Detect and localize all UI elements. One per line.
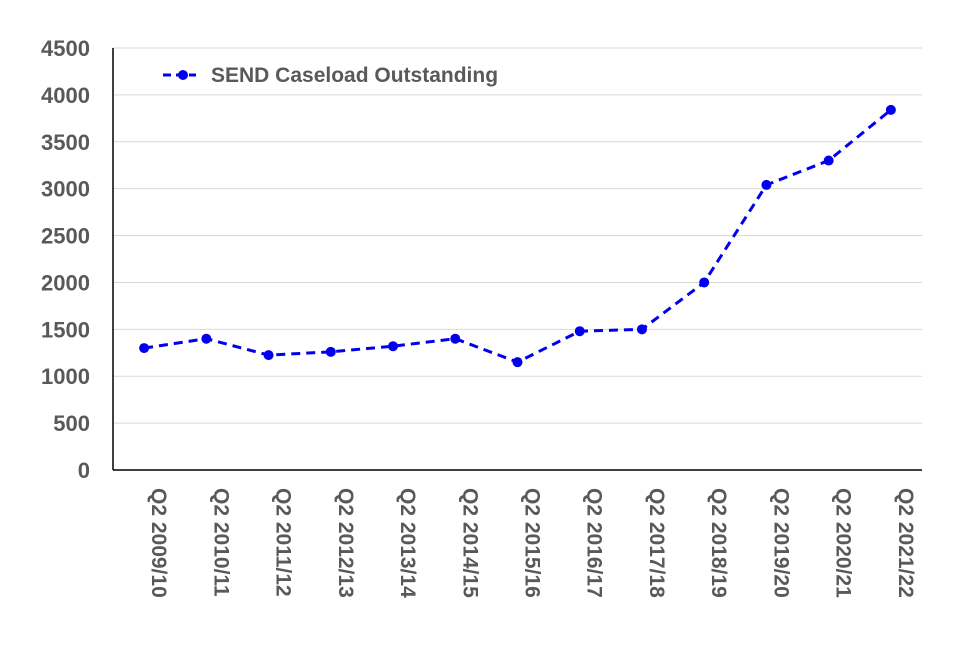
data-point [636, 324, 647, 335]
x-tick-label: Q2 2012/13 [334, 488, 357, 598]
y-tick-label: 0 [78, 458, 90, 483]
gridlines [113, 47, 922, 424]
data-point [761, 179, 772, 190]
data-point [823, 155, 834, 166]
x-tick-label: Q2 2010/11 [209, 488, 232, 597]
data-point [388, 341, 399, 352]
x-tick-label: Q2 2015/16 [521, 488, 544, 598]
x-tick-label: Q2 2009/10 [147, 488, 170, 598]
y-tick-label: 1500 [41, 317, 90, 342]
data-point [263, 350, 274, 361]
data-point [325, 346, 336, 357]
x-tick-label: Q2 2019/20 [769, 488, 792, 598]
data-point [450, 333, 461, 344]
y-axis-ticks: 0 500 1000 1500 2000 2500 3000 3500 4000 4500 [41, 36, 90, 483]
y-tick-label: 500 [53, 411, 90, 436]
legend-label: SEND Caseload Outstanding [211, 64, 498, 87]
x-tick-label: Q2 2014/15 [458, 488, 481, 598]
y-tick-label: 2500 [41, 224, 90, 249]
y-tick-label: 3000 [41, 177, 90, 202]
x-tick-label: Q2 2021/22 [894, 488, 917, 598]
data-point [139, 343, 150, 354]
y-tick-label: 4000 [41, 83, 90, 108]
legend-swatch-marker [178, 70, 188, 80]
data-point [574, 326, 585, 337]
x-tick-label: Q2 2013/14 [396, 488, 419, 598]
x-tick-label: Q2 2020/21 [832, 488, 855, 598]
data-point [885, 104, 896, 115]
x-tick-label: Q2 2017/18 [645, 488, 668, 598]
y-tick-label: 3500 [41, 130, 90, 155]
data-point [512, 357, 523, 368]
x-tick-label: Q2 2016/17 [583, 488, 606, 598]
x-axis-ticks: Q2 2009/10 Q2 2010/11 Q2 2011/12 Q2 2012/13… [147, 488, 917, 598]
data-point [699, 277, 710, 288]
x-tick-label: Q2 2011/12 [272, 488, 295, 597]
series-layer [139, 104, 896, 368]
x-tick-label: Q2 2018/19 [707, 488, 730, 598]
y-tick-label: 2000 [41, 270, 90, 295]
data-point [201, 333, 212, 344]
legend: SEND Caseload Outstanding [163, 64, 498, 87]
y-tick-label: 4500 [41, 36, 90, 61]
y-tick-label: 1000 [41, 364, 90, 389]
